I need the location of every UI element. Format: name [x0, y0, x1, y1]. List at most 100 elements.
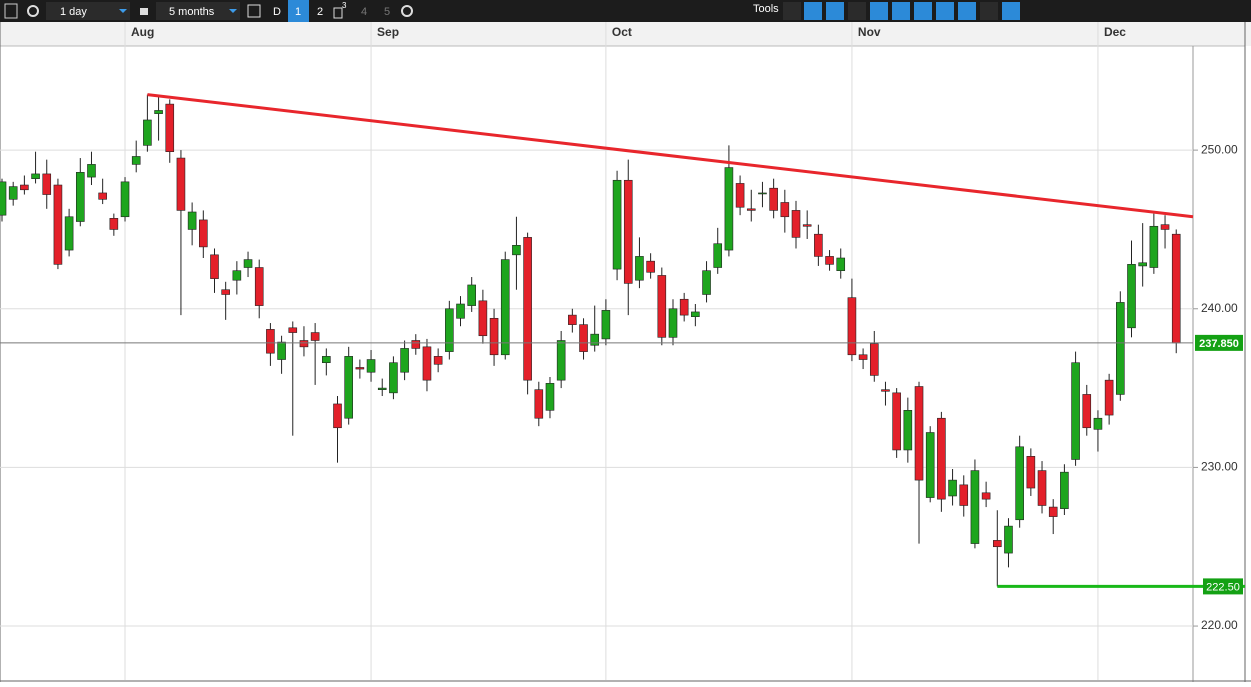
candle-body [892, 392, 901, 451]
candle-body [221, 289, 230, 295]
candle-body [1149, 225, 1159, 268]
candle-body [0, 181, 7, 216]
y-tick-label: 240.00 [1201, 301, 1238, 315]
settings-icon[interactable] [27, 5, 39, 17]
tools-label: Tools [753, 3, 779, 15]
menu-icon[interactable] [4, 3, 18, 19]
interval-select[interactable] [46, 2, 130, 20]
candle-body [746, 208, 756, 211]
tool-button[interactable] [826, 2, 844, 20]
tool-button[interactable] [870, 2, 888, 20]
candle-body [64, 216, 74, 251]
tool-button[interactable] [804, 2, 822, 20]
candle-body [8, 186, 18, 200]
x-tick-label: Oct [612, 25, 632, 39]
candle-body [299, 340, 309, 348]
candle-body [199, 219, 208, 248]
candle-body [713, 243, 723, 268]
tool-button[interactable] [1002, 2, 1020, 20]
layout-button[interactable]: 2 [317, 6, 323, 18]
candles [0, 94, 1181, 587]
x-tick-label: Aug [131, 25, 154, 39]
candle-body [1127, 264, 1136, 329]
tool-button[interactable] [936, 2, 954, 20]
layout-button[interactable]: 1 [295, 6, 301, 18]
candle-body [657, 275, 667, 338]
candle-body [523, 237, 532, 381]
candle-body [1160, 224, 1170, 230]
candle-body [937, 417, 946, 500]
candle-body [366, 359, 376, 373]
candle-body [534, 389, 544, 419]
candle-body [623, 179, 633, 284]
layout-icon [333, 7, 343, 19]
last-price-label: 237.850 [1199, 338, 1239, 350]
candle-body [87, 164, 96, 178]
candle-body [702, 270, 711, 295]
layout-button[interactable]: 3 [342, 1, 347, 10]
candle-body [98, 192, 107, 200]
candle-body [691, 311, 700, 317]
dropdown-arrow [119, 9, 127, 13]
tool-button[interactable] [783, 2, 801, 20]
candle-body [545, 383, 555, 411]
candle-body [422, 346, 432, 381]
candle-body [858, 354, 868, 360]
tool-button[interactable] [958, 2, 976, 20]
candle-body [992, 540, 1002, 548]
layout-button[interactable]: 5 [384, 6, 390, 18]
candle-body [512, 245, 521, 256]
candle-body [232, 270, 242, 281]
lock-icon[interactable] [140, 8, 148, 15]
candle-body [635, 256, 644, 281]
last-price-box [1195, 334, 1243, 351]
candle-body [489, 317, 499, 356]
layout-active[interactable] [288, 0, 309, 22]
candle-body [1138, 262, 1147, 267]
candle-body [836, 257, 846, 271]
range-select[interactable] [156, 2, 240, 20]
candle-body [154, 110, 163, 114]
settings-icon[interactable] [401, 5, 413, 17]
candle-body [1015, 446, 1024, 521]
candle-body [1104, 379, 1114, 416]
candle-body [814, 233, 823, 257]
candle-body [187, 211, 197, 230]
candle-body [903, 410, 913, 451]
candle-body [277, 341, 286, 360]
candle-body [1037, 470, 1047, 506]
candle-body [612, 179, 622, 270]
tool-button[interactable] [980, 2, 998, 20]
candle-body [288, 327, 298, 333]
candle-body [20, 184, 29, 191]
tool-button[interactable] [848, 2, 866, 20]
candle-body [668, 308, 678, 338]
candle-body [377, 387, 387, 390]
candle-body [165, 103, 175, 153]
mode-button[interactable]: D [273, 6, 281, 18]
candle-body [1071, 362, 1080, 460]
candle-body [791, 210, 801, 238]
candle-body [310, 332, 320, 341]
layout-button[interactable]: 4 [361, 6, 367, 18]
candle-body [601, 310, 611, 340]
x-tick-label: Dec [1104, 25, 1126, 39]
candle-body [266, 329, 275, 354]
candle-body [1026, 456, 1036, 489]
candle-body [389, 362, 398, 394]
tool-button[interactable] [914, 2, 932, 20]
overlays: 237.850 222.50 [0, 93, 1245, 595]
candle-body [1171, 233, 1181, 344]
toolbar-items: 1 day 5 months D 1 2 3 4 5 Tools [4, 0, 1020, 22]
time-header [0, 22, 1251, 46]
candle-body [981, 492, 991, 500]
candle-body [322, 356, 331, 364]
calendar-icon[interactable] [247, 4, 261, 18]
candle-body [254, 267, 264, 306]
tool-button[interactable] [892, 2, 910, 20]
candle-body [31, 173, 40, 179]
candle-body [355, 367, 365, 370]
candle-body [120, 181, 130, 218]
candle-body [970, 470, 980, 544]
